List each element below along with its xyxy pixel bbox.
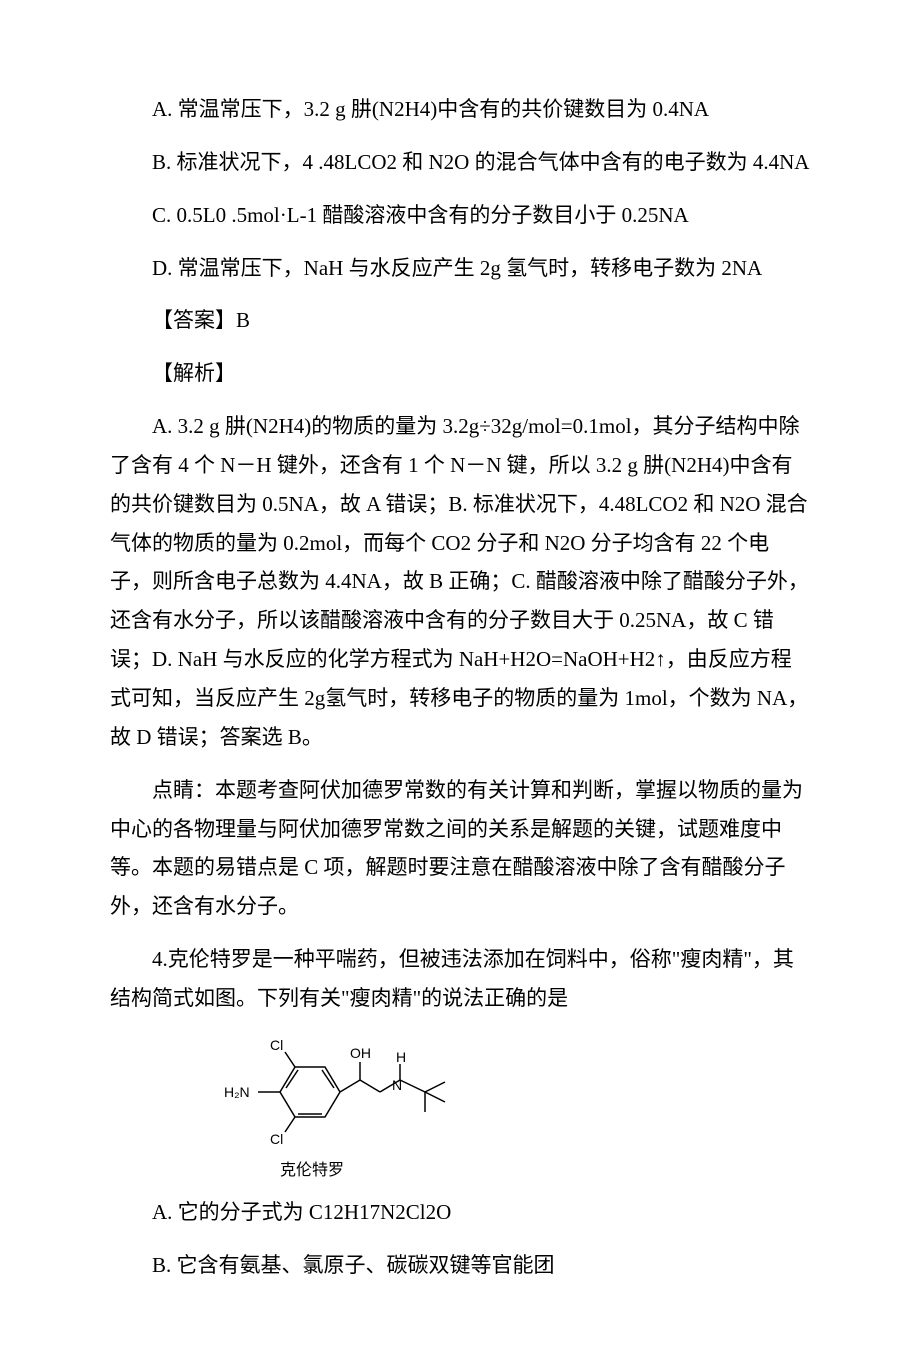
q3-analysis-label: 【解析】 bbox=[110, 354, 810, 393]
q4-option-b: B. 它含有氨基、氯原子、碳碳双键等官能团 bbox=[110, 1246, 810, 1285]
label-nh: H bbox=[396, 1049, 406, 1065]
label-n: N bbox=[392, 1077, 402, 1093]
label-cl-top: Cl bbox=[270, 1037, 283, 1053]
document-body: A. 常温常压下，3.2 g 肼(N2H4)中含有的共价键数目为 0.4NA B… bbox=[110, 90, 810, 1285]
q3-option-b: B. 标准状况下，4 .48LCO2 和 N2O 的混合气体中含有的电子数为 4… bbox=[110, 143, 810, 182]
q3-note: 点睛：本题考查阿伏加德罗常数的有关计算和判断，掌握以物质的量为中心的各物理量与阿… bbox=[110, 771, 810, 926]
q4-figure-caption: 克伦特罗 bbox=[280, 1156, 810, 1186]
label-oh: OH bbox=[350, 1045, 371, 1061]
q3-option-d: D. 常温常压下，NaH 与水反应产生 2g 氢气时，转移电子数为 2NA bbox=[110, 249, 810, 288]
q4-option-a: A. 它的分子式为 C12H17N2Cl2O bbox=[110, 1193, 810, 1232]
label-cl-bottom: Cl bbox=[270, 1131, 283, 1147]
q3-answer: 【答案】B bbox=[110, 301, 810, 340]
q4-structure-figure: Cl Cl H₂N OH H N bbox=[220, 1032, 810, 1152]
q4-stem: 4.克伦特罗是一种平喘药，但被违法添加在饲料中，俗称"瘦肉精"，其结构简式如图。… bbox=[110, 940, 810, 1018]
q3-option-a: A. 常温常压下，3.2 g 肼(N2H4)中含有的共价键数目为 0.4NA bbox=[110, 90, 810, 129]
q3-analysis: A. 3.2 g 肼(N2H4)的物质的量为 3.2g÷32g/mol=0.1m… bbox=[110, 407, 810, 757]
label-nh2: H₂N bbox=[224, 1084, 250, 1100]
q3-option-c: C. 0.5L0 .5mol·L-1 醋酸溶液中含有的分子数目小于 0.25NA bbox=[110, 196, 810, 235]
clenbuterol-structure-svg: Cl Cl H₂N OH H N bbox=[220, 1032, 480, 1152]
